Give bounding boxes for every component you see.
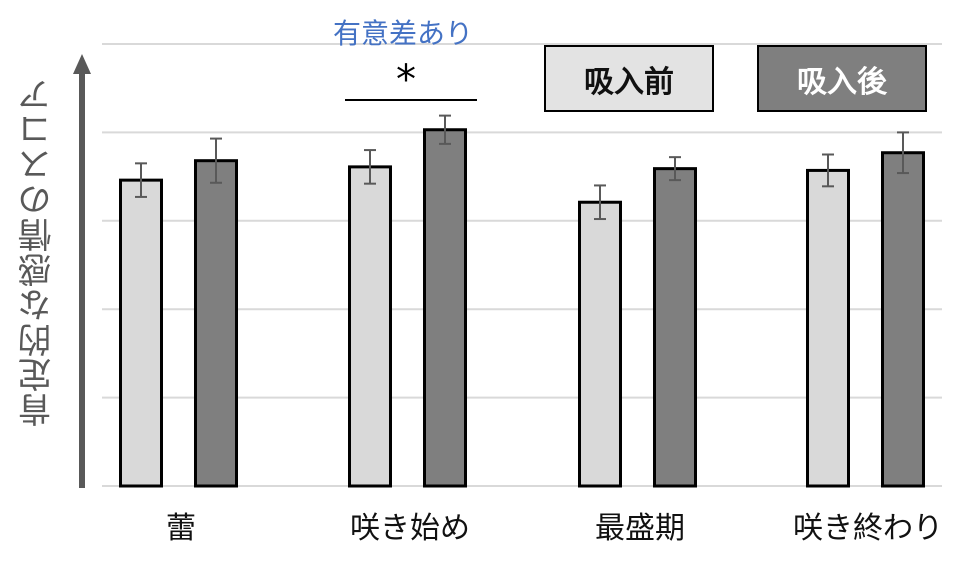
error-bar	[364, 149, 376, 185]
error-bar	[897, 131, 909, 175]
gridlines	[102, 43, 942, 487]
bar-before	[806, 168, 850, 488]
error-bars	[135, 114, 909, 221]
legend-label-after: 吸入後	[797, 64, 887, 100]
bar-before	[348, 165, 392, 488]
y-axis-label-text: 肯定的な感情のスコア	[17, 77, 58, 427]
y-axis-label: 肯定的な感情のスコア	[12, 62, 62, 442]
legend-item-before: 吸入前	[544, 45, 714, 112]
error-bar	[439, 114, 451, 145]
legend-item-after: 吸入後	[757, 45, 927, 112]
error-bar	[135, 162, 147, 198]
significance-star: *	[396, 57, 416, 103]
bar-after	[653, 167, 697, 488]
bar-after	[194, 159, 238, 488]
error-bar	[669, 156, 681, 182]
x-label-full-bloom: 最盛期	[595, 511, 685, 546]
bar-before	[119, 178, 163, 488]
x-label-early-bloom: 咲き始め	[350, 511, 470, 546]
legend-label-before: 吸入前	[584, 64, 674, 100]
error-bar	[210, 137, 222, 184]
bar-before	[578, 200, 622, 488]
bar-after	[881, 151, 925, 488]
bars	[119, 128, 925, 488]
error-bar	[822, 153, 834, 188]
x-label-bud: 蕾	[166, 511, 196, 546]
error-bar	[594, 184, 606, 221]
bar-after	[423, 128, 467, 488]
y-axis-arrow-icon	[73, 54, 91, 488]
x-label-late-bloom: 咲き終わり	[793, 511, 943, 546]
significance-label: 有意差あり	[333, 17, 474, 50]
